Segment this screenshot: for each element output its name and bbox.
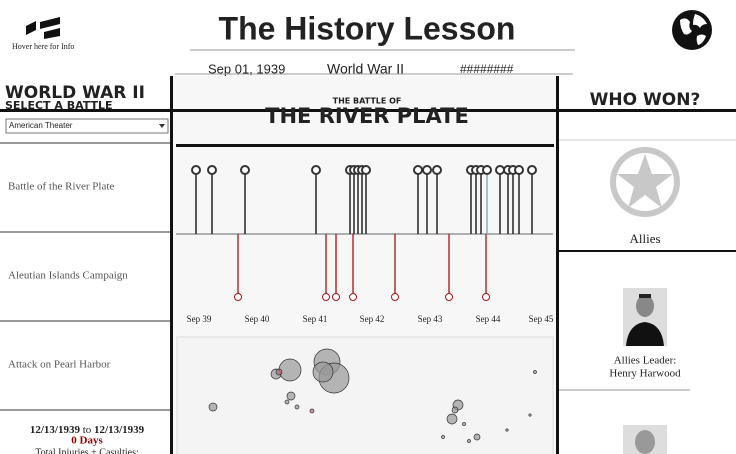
axis-pin[interactable] (322, 293, 330, 301)
current-date: Sep 01, 1939 (208, 61, 285, 76)
winner-rule (559, 250, 736, 252)
event-pin[interactable] (495, 165, 505, 175)
timeline-label: Sep 43 (418, 314, 443, 324)
bubble[interactable] (462, 422, 466, 426)
who-won-title: WHO WON? (590, 90, 701, 110)
leader-label: Allies Leader: (614, 355, 677, 367)
end-date: 12/13/1939 (94, 424, 145, 436)
bubble[interactable] (286, 391, 296, 401)
bubble[interactable] (505, 428, 509, 432)
dropdown-value: American Theater (9, 121, 73, 130)
axis-leader-photo (623, 425, 667, 454)
allies-star (610, 147, 680, 217)
battle-rule (176, 144, 554, 147)
current-war: World War II (327, 61, 404, 77)
event-pin[interactable] (527, 165, 537, 175)
timeline-label: Sep 42 (360, 314, 385, 324)
bubble[interactable] (446, 413, 458, 425)
bubble[interactable] (451, 406, 459, 414)
event-pin[interactable] (361, 165, 371, 175)
totals-label: Total Injuries + Casulties: (35, 447, 139, 454)
leader-name: Henry Harwood (609, 368, 681, 380)
start-date: 12/13/1939 (30, 424, 81, 436)
axis-pin[interactable] (445, 293, 453, 301)
axis-pin[interactable] (349, 293, 357, 301)
bubble[interactable] (312, 361, 334, 383)
divider-left (170, 76, 173, 454)
timeline-label: Sep 45 (529, 314, 554, 324)
globe-icon[interactable] (672, 10, 712, 50)
event-pin[interactable] (422, 165, 432, 175)
bubble[interactable] (275, 368, 283, 376)
bubble[interactable] (284, 399, 290, 405)
timeline-label: Sep 39 (187, 314, 212, 324)
panel-rule (0, 109, 736, 112)
timeline-label: Sep 41 (303, 314, 328, 324)
date-to: to (83, 424, 92, 436)
bubble[interactable] (208, 402, 218, 412)
logo[interactable] (26, 17, 60, 39)
select-label: SELECT A BATTLE (5, 99, 113, 112)
duration: 0 Days (71, 435, 103, 447)
bubble[interactable] (528, 413, 532, 417)
war-title: WORLD WAR II (5, 83, 145, 103)
battle-item[interactable]: Battle of the River Plate (8, 181, 114, 193)
event-pin[interactable] (207, 165, 217, 175)
bubble[interactable] (473, 433, 481, 441)
axis-pin[interactable] (234, 293, 242, 301)
event-pin[interactable] (311, 165, 321, 175)
event-pin[interactable] (482, 165, 492, 175)
bubble[interactable] (294, 404, 300, 410)
event-pin[interactable] (413, 165, 423, 175)
code: ######## (460, 62, 514, 76)
battle-pre-title: THE BATTLE OF (333, 97, 402, 106)
event-pin[interactable] (240, 165, 250, 175)
axis-pin[interactable] (391, 293, 399, 301)
info-link[interactable]: Hover here for Info (12, 42, 74, 51)
battle-dates: 12/13/1939 to 12/13/1939 (30, 424, 145, 436)
site-title: The History Lesson (219, 10, 516, 46)
bubble[interactable] (278, 358, 302, 382)
event-pin[interactable] (514, 165, 524, 175)
bubble[interactable] (309, 408, 315, 414)
axis-pin[interactable] (332, 293, 340, 301)
event-pin[interactable] (191, 165, 201, 175)
timeline-label: Sep 40 (245, 314, 270, 324)
battle-item[interactable]: Aleutian Islands Campaign (8, 270, 128, 282)
battle-title: THE RIVER PLATE (265, 104, 469, 128)
winner: Allies (629, 231, 660, 246)
bubble[interactable] (441, 435, 445, 439)
bubble[interactable] (467, 439, 471, 443)
battle-item[interactable]: Attack on Pearl Harbor (8, 359, 111, 371)
event-pin[interactable] (432, 165, 442, 175)
bubble-area (176, 336, 554, 454)
axis-pin[interactable] (482, 293, 490, 301)
bubble[interactable] (533, 370, 537, 374)
divider-right (556, 76, 559, 454)
timeline-label: Sep 44 (476, 314, 501, 324)
leader-photo (623, 288, 667, 346)
theater-dropdown[interactable] (5, 118, 169, 134)
